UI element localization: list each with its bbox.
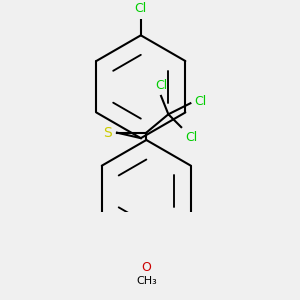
Text: Cl: Cl: [194, 95, 206, 108]
Text: Cl: Cl: [155, 79, 167, 92]
Text: O: O: [141, 261, 151, 274]
Text: Cl: Cl: [185, 131, 197, 144]
Text: S: S: [103, 126, 111, 140]
Text: CH₃: CH₃: [136, 276, 157, 286]
Text: Cl: Cl: [135, 2, 147, 15]
